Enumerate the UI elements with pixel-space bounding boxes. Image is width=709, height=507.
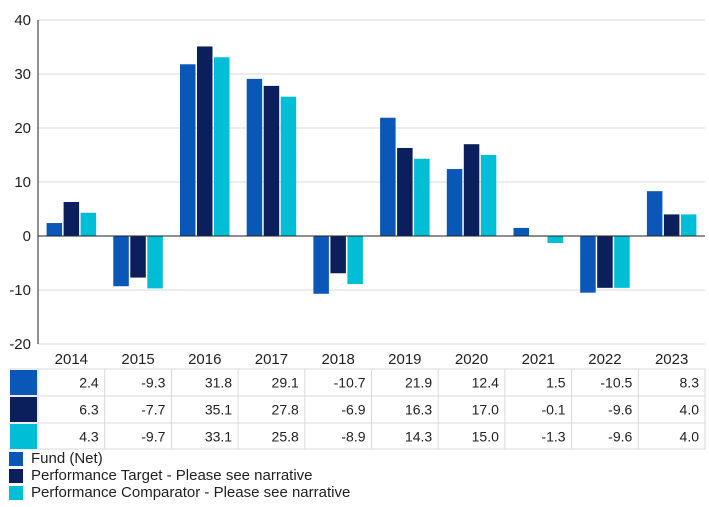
table-cell: 14.3	[405, 429, 432, 445]
category-label: 2022	[588, 351, 621, 368]
table-cell: -8.9	[341, 429, 365, 445]
y-tick-label: 0	[23, 228, 31, 245]
y-tick-label: -10	[9, 282, 31, 299]
legend-item: Fund (Net)	[9, 450, 350, 467]
bar	[330, 236, 346, 274]
bar	[280, 96, 297, 237]
table-cell: -9.6	[608, 429, 632, 445]
legend-label: Performance Target - Please see narrativ…	[31, 467, 313, 484]
category-label: 2016	[188, 351, 221, 368]
y-tick-label: -20	[9, 336, 31, 353]
table-cell: -9.6	[608, 402, 632, 418]
data-table: 2014 2015 2016 2017 2018 2019 2020 2021 2022 2023…	[9, 351, 706, 450]
bar	[113, 236, 129, 287]
table-cell: 1.5	[546, 375, 566, 391]
axes	[37, 20, 705, 344]
bar	[214, 57, 230, 237]
bar	[463, 144, 480, 236]
bar	[180, 64, 196, 236]
table-cell: -0.1	[541, 402, 565, 418]
table-cell: 25.8	[272, 429, 299, 445]
legend-swatch	[9, 451, 23, 466]
bar	[246, 78, 263, 236]
table-cell: 12.4	[472, 375, 499, 391]
bar	[313, 236, 329, 294]
category-label: 2018	[321, 351, 354, 368]
bar	[46, 223, 63, 236]
bar	[414, 158, 430, 236]
table-cell: -10.5	[600, 375, 632, 391]
legend-item: Performance Comparator - Please see narr…	[9, 484, 350, 501]
table-cell: -10.7	[334, 375, 366, 391]
bar	[663, 214, 680, 236]
legend-swatch	[9, 468, 23, 483]
table-cell: 2.4	[79, 375, 99, 391]
bar	[397, 147, 413, 236]
category-label: 2021	[522, 351, 555, 368]
bar	[130, 236, 146, 278]
bar	[547, 236, 563, 244]
bar	[614, 236, 630, 288]
table-cell: 27.8	[272, 402, 299, 418]
table-cell: 35.1	[205, 402, 232, 418]
y-tick-label: 40	[14, 12, 31, 29]
category-label: 2019	[388, 351, 421, 368]
table-cell: -6.9	[341, 402, 365, 418]
table-cell: -9.7	[141, 429, 165, 445]
bar	[513, 227, 529, 236]
table-cell: 4.0	[680, 429, 700, 445]
category-label: 2017	[255, 351, 288, 368]
bar	[197, 46, 213, 237]
table-cell: 15.0	[472, 429, 499, 445]
legend: Fund (Net) Performance Target - Please se…	[9, 450, 350, 501]
y-axis-tick-labels: 40 30 20 10 0 -10 -20	[9, 12, 31, 353]
table-cell: -9.3	[141, 375, 165, 391]
category-label: 2015	[121, 351, 154, 368]
table-cell: 17.0	[472, 402, 499, 418]
table-cell: 6.3	[79, 402, 99, 418]
legend-label: Performance Comparator - Please see narr…	[31, 484, 351, 501]
bar	[347, 236, 363, 285]
y-tick-label: 30	[14, 66, 31, 83]
table-cell: 4.0	[680, 402, 700, 418]
table-row-swatch	[10, 397, 37, 422]
annual-performance-chart: 40 30 20 10 0 -10 -20 2014 2015 2016 2017 2018 2019…	[9, 12, 706, 450]
category-label: 2014	[55, 351, 88, 368]
table-row-swatch	[10, 424, 37, 449]
bar	[597, 236, 613, 288]
bars	[46, 46, 697, 294]
bar	[263, 85, 280, 236]
bar	[446, 169, 463, 236]
bar	[63, 201, 80, 236]
table-cell: 29.1	[272, 375, 299, 391]
table-cell: 33.1	[205, 429, 232, 445]
category-label: 2023	[655, 351, 688, 368]
table-cell: 4.3	[79, 429, 99, 445]
bar	[680, 214, 697, 236]
table-cell: 16.3	[405, 402, 432, 418]
bar	[80, 212, 97, 236]
y-tick-label: 20	[14, 120, 31, 137]
bar	[580, 236, 596, 293]
bar	[646, 191, 663, 236]
legend-swatch	[9, 485, 23, 500]
bar	[147, 236, 163, 289]
table-cell: -7.7	[141, 402, 165, 418]
gridlines	[38, 19, 705, 345]
y-tick-label: 10	[14, 174, 31, 191]
table-row-swatch	[10, 370, 37, 395]
table-cell: 31.8	[205, 375, 232, 391]
legend-item: Performance Target - Please see narrativ…	[9, 467, 350, 484]
table-cell: 8.3	[680, 375, 700, 391]
table-cell: -1.3	[541, 429, 565, 445]
table-cell: 21.9	[405, 375, 432, 391]
bar	[380, 117, 396, 236]
legend-label: Fund (Net)	[31, 450, 103, 467]
category-label: 2020	[455, 351, 488, 368]
bar	[480, 155, 497, 236]
